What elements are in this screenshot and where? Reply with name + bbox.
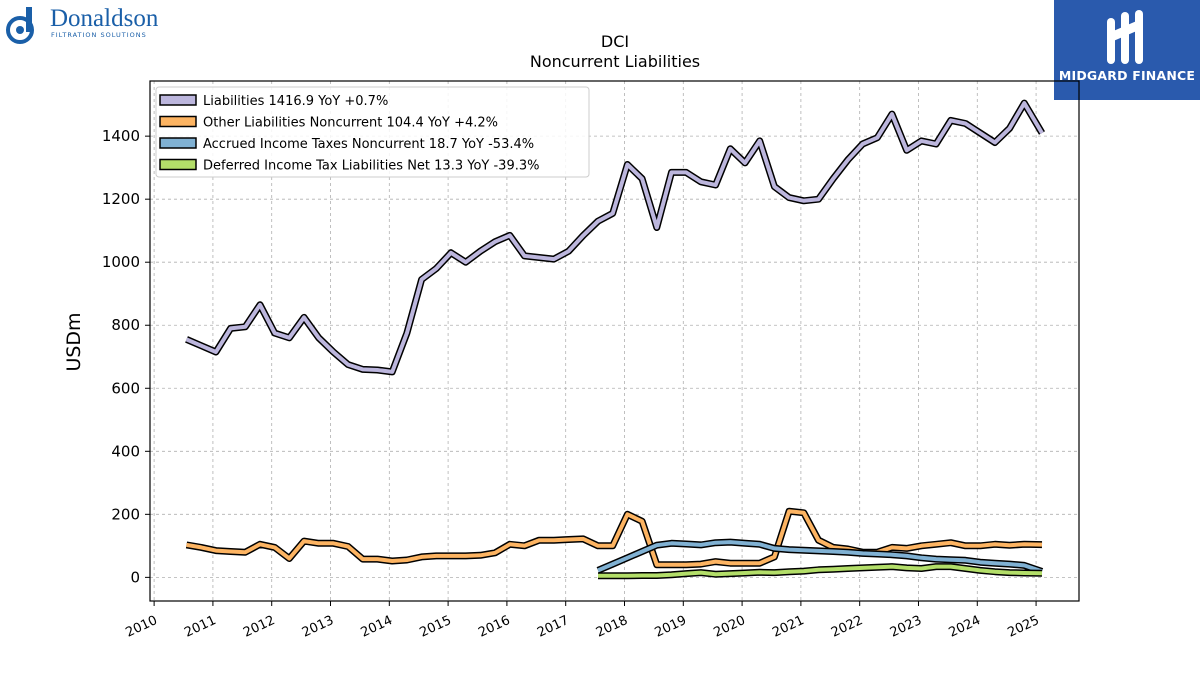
legend-label-liabilities: Liabilities 1416.9 YoY +0.7% — [203, 94, 388, 109]
x-tick-label: 2016 — [476, 613, 512, 641]
legend-swatch-deferred-income-tax-liabilities-net — [159, 158, 197, 171]
midgard-finance-logo: MIDGARD FINANCE — [1054, 0, 1200, 100]
y-tick-label: 400 — [111, 442, 140, 460]
donaldson-logo: Donaldson FILTRATION SOLUTIONS — [4, 4, 184, 46]
y-tick-label: 200 — [111, 505, 140, 523]
y-tick-label: 1200 — [102, 190, 140, 208]
x-tick-label: 2022 — [829, 613, 865, 641]
series-line-accrued-income-taxes-noncurrent — [597, 540, 1043, 574]
series-line-liabilities — [185, 101, 1044, 374]
y-axis: 0 200 400 600 800 1000 1200 1400 — [102, 127, 150, 586]
x-tick-label: 2020 — [711, 613, 747, 641]
x-tick-label: 2025 — [1005, 613, 1041, 641]
x-tick-label: 2018 — [594, 613, 630, 641]
legend-box — [155, 86, 590, 178]
logo-stem-icon — [26, 7, 32, 32]
donaldson-logo-name: Donaldson — [50, 5, 159, 32]
y-tick-label: 1400 — [102, 127, 140, 145]
x-tick-label: 2013 — [300, 613, 336, 641]
legend-swatch-accrued-income-taxes-noncurrent — [159, 137, 197, 149]
series-layer — [185, 99, 1046, 580]
x-tick-label: 2010 — [123, 613, 159, 641]
x-axis: 2010 2011 2012 2013 2014 2015 2016 2017 2018 2019… — [123, 601, 1042, 641]
legend-swatch-liabilities — [159, 94, 197, 106]
chart-title: DCI — [601, 32, 629, 51]
midgard-emblem-icon — [1107, 10, 1143, 64]
x-tick-label: 2012 — [241, 613, 277, 641]
series-line-other-liabilities-noncurrent — [186, 509, 1043, 567]
x-tick-label: 2023 — [888, 613, 924, 641]
plot-frame — [149, 80, 1080, 602]
x-tick-label: 2011 — [182, 613, 218, 641]
y-tick-label: 800 — [111, 316, 140, 334]
midgard-finance-label: MIDGARD FINANCE — [1058, 68, 1196, 83]
donaldson-logo-mark: Donaldson FILTRATION SOLUTIONS — [6, 5, 159, 44]
y-tick-label: 600 — [111, 379, 140, 397]
x-tick-label: 2015 — [417, 613, 453, 641]
series-line-deferred-income-tax-liabilities-net — [598, 564, 1043, 578]
y-tick-label: 1000 — [102, 253, 140, 271]
chart-subtitle: Noncurrent Liabilities — [530, 52, 700, 71]
x-tick-label: 2019 — [653, 613, 689, 641]
legend-label-deferred-income-tax-liabilities-net: Deferred Income Tax Liabilities Net 13.3… — [203, 159, 539, 174]
x-tick-label: 2017 — [535, 613, 571, 641]
logo-dot-icon — [16, 26, 24, 34]
legend-label-other-liabilities-noncurrent: Other Liabilities Noncurrent 104.4 YoY +… — [203, 116, 498, 131]
y-tick-label: 0 — [130, 568, 140, 586]
legend-swatch-other-liabilities-noncurrent — [159, 115, 197, 128]
donaldson-logo-tagline: FILTRATION SOLUTIONS — [51, 31, 147, 39]
y-axis-label: USDm — [63, 312, 85, 371]
x-tick-label: 2021 — [770, 613, 806, 641]
legend: Liabilities 1416.9 YoY +0.7% Other Liabil… — [155, 86, 590, 178]
x-tick-label: 2014 — [359, 613, 395, 641]
x-tick-label: 2024 — [947, 613, 983, 641]
legend-label-accrued-income-taxes-noncurrent: Accrued Income Taxes Noncurrent 18.7 YoY… — [203, 137, 534, 152]
